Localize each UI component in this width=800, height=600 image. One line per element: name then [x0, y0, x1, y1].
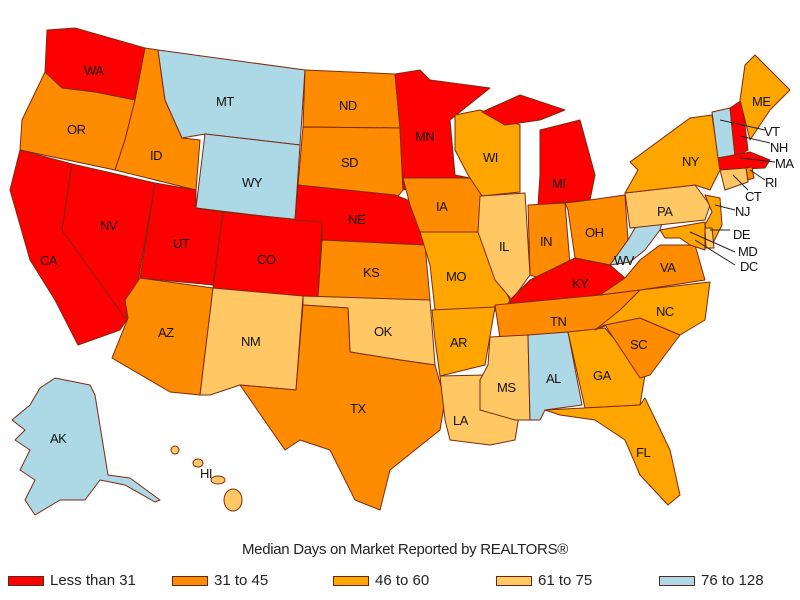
legend-item-76-128: 76 to 128 — [659, 572, 764, 589]
legend-label: 31 to 45 — [214, 572, 269, 589]
legend-swatch-light-orange — [496, 575, 532, 586]
state-HI[interactable] — [170, 445, 243, 512]
state-labels: WA OR CA NV ID MT WY UT CO AZ NM ND SD N… — [40, 63, 795, 481]
label-PA: PA — [657, 204, 673, 219]
label-ID: ID — [150, 148, 162, 163]
label-NY: NY — [682, 154, 700, 169]
label-IA: IA — [436, 199, 448, 214]
legend-item-less-than-31: Less than 31 — [8, 572, 136, 589]
state-SD[interactable] — [297, 126, 404, 201]
label-HI: HI — [200, 466, 212, 481]
legend-label: 61 to 75 — [538, 572, 593, 589]
state-MA[interactable] — [717, 151, 771, 171]
state-TX[interactable] — [239, 304, 446, 511]
label-OK: OK — [374, 324, 393, 339]
label-ND: ND — [339, 98, 357, 113]
legend-item-61-75: 61 to 75 — [496, 572, 592, 589]
label-AL: AL — [546, 371, 561, 386]
label-MD: MD — [738, 244, 757, 259]
state-AK[interactable] — [11, 377, 161, 516]
label-TN: TN — [550, 314, 566, 329]
legend-swatch-light-blue — [659, 575, 695, 586]
label-DC: DC — [740, 259, 758, 274]
label-FL: FL — [636, 445, 650, 460]
state-VA[interactable] — [599, 244, 706, 296]
label-NV: NV — [100, 218, 118, 233]
state-AR[interactable] — [431, 306, 496, 377]
label-TX: TX — [350, 401, 366, 416]
label-IN: IN — [540, 234, 552, 249]
label-NM: NM — [241, 334, 260, 349]
label-VA: VA — [660, 260, 676, 275]
label-MI: MI — [552, 176, 565, 191]
label-LA: LA — [453, 413, 469, 428]
state-ME[interactable] — [739, 54, 791, 141]
state-GA[interactable] — [567, 327, 646, 409]
legend-label: 46 to 60 — [375, 572, 430, 589]
label-AZ: AZ — [158, 325, 174, 340]
label-DE: DE — [733, 227, 751, 242]
label-NC: NC — [656, 304, 674, 319]
legend-label: Less than 31 — [50, 572, 136, 589]
state-FL[interactable] — [544, 397, 681, 506]
label-MN: MN — [415, 129, 434, 144]
label-MS: MS — [497, 380, 516, 395]
map-title: Median Days on Market Reported by REALTO… — [241, 541, 569, 558]
label-SD: SD — [341, 155, 358, 170]
label-OH: OH — [585, 225, 604, 240]
label-NH: NH — [770, 140, 788, 155]
legend-item-46-60: 46 to 60 — [333, 572, 429, 589]
label-AR: AR — [450, 335, 467, 350]
label-RI: RI — [765, 175, 777, 190]
legend-swatch-orange — [333, 575, 369, 586]
label-WY: WY — [242, 175, 263, 190]
label-AK: AK — [50, 431, 67, 446]
legend-item-31-45: 31 to 45 — [172, 572, 268, 589]
state-MD[interactable] — [659, 221, 706, 251]
label-SC: SC — [630, 337, 647, 352]
state-MN[interactable] — [394, 69, 491, 191]
leader-lines — [689, 119, 776, 266]
label-NJ: NJ — [735, 204, 750, 219]
legend: Less than 31 31 to 45 46 to 60 61 to 75 … — [0, 572, 800, 594]
legend-label: 76 to 128 — [701, 572, 764, 589]
label-GA: GA — [593, 368, 612, 383]
label-ME: ME — [752, 94, 771, 109]
label-KS: KS — [363, 265, 380, 280]
label-OR: OR — [67, 122, 86, 137]
state-NC[interactable] — [594, 281, 711, 336]
label-WA: WA — [84, 63, 104, 78]
state-CT[interactable] — [719, 167, 749, 191]
label-WI: WI — [483, 150, 498, 165]
state-NY[interactable] — [624, 114, 721, 194]
label-CO: CO — [257, 252, 276, 267]
label-MA: MA — [775, 156, 794, 171]
legend-swatch-dark-orange — [172, 575, 208, 586]
state-DE[interactable] — [704, 227, 715, 249]
us-choropleth-map: WA OR CA NV ID MT WY UT CO AZ NM ND SD N… — [9, 27, 795, 516]
label-VT: VT — [764, 124, 780, 139]
label-MO: MO — [446, 269, 466, 284]
label-IL: IL — [499, 239, 509, 254]
label-CT: CT — [745, 189, 762, 204]
label-UT: UT — [173, 236, 190, 251]
label-WV: WV — [614, 253, 635, 268]
label-CA: CA — [40, 253, 58, 268]
label-KY: KY — [572, 276, 589, 291]
legend-swatch-red — [8, 575, 44, 586]
label-MT: MT — [216, 94, 234, 109]
label-NE: NE — [348, 212, 366, 227]
